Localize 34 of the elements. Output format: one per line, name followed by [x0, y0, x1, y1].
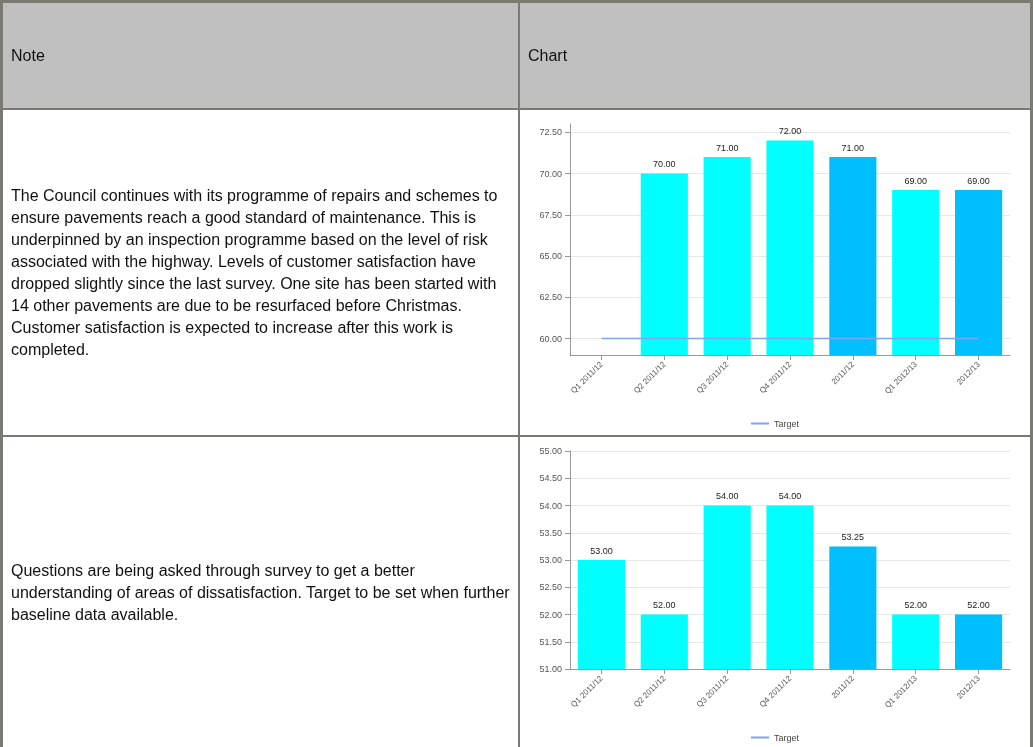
text: Note [11, 45, 46, 66]
y-tick-label: 70.00 [539, 168, 562, 179]
text: The Council continues with its programme of repairs and schemes to ensure pavements reach a good standard of maintenance. This is underpinned by an inspection programme based on the level of risk associated with the highway. Levels of customer satisfaction have dropped slightly since the last survey. One site has been started with 14 other pavements are due to be resurfaced before Christmas. Customer satisfaction is expected to increase after this work is completed. [11, 185, 499, 360]
data-label: 69.00 [904, 175, 927, 186]
data-label: 54.00 [715, 491, 739, 501]
y-tick-label: 51.00 [539, 664, 562, 674]
y-tick-label: 53.00 [539, 555, 562, 565]
data-label: 52.00 [967, 600, 990, 610]
text: Questions are being asked through survey to get a better understanding of areas of dissatisfaction. Target to be set when further baseline data available. [11, 561, 510, 625]
y-tick-label: 52.50 [539, 582, 562, 593]
legend-label: Target [773, 418, 800, 429]
data-label: 52.00 [653, 600, 676, 610]
data-label: 53.00 [590, 545, 613, 556]
y-tick-label: 52.00 [539, 609, 562, 620]
data-label: 52.00 [904, 600, 927, 610]
data-label: 72.00 [778, 126, 802, 136]
data-label: 71.00 [841, 142, 865, 153]
y-tick-label: 72.50 [539, 127, 562, 138]
y-tick-label: 55.00 [539, 446, 562, 456]
data-label: 71.00 [715, 142, 739, 153]
y-tick-label: 54.50 [539, 473, 562, 484]
y-tick-label: 65.00 [539, 251, 562, 261]
data-label: 54.00 [778, 491, 802, 501]
data-label: 53.25 [841, 531, 865, 542]
data-label: 70.00 [653, 159, 676, 169]
y-tick-label: 60.00 [539, 333, 562, 344]
data-label: 69.00 [967, 175, 990, 186]
y-tick-label: 53.50 [539, 527, 562, 538]
y-tick-label: 54.00 [539, 500, 562, 511]
text: Chart [528, 45, 569, 66]
legend-label: Target [773, 732, 800, 743]
y-tick-label: 62.50 [539, 292, 562, 303]
y-tick-label: 67.50 [539, 209, 562, 220]
y-tick-label: 51.50 [539, 636, 562, 647]
